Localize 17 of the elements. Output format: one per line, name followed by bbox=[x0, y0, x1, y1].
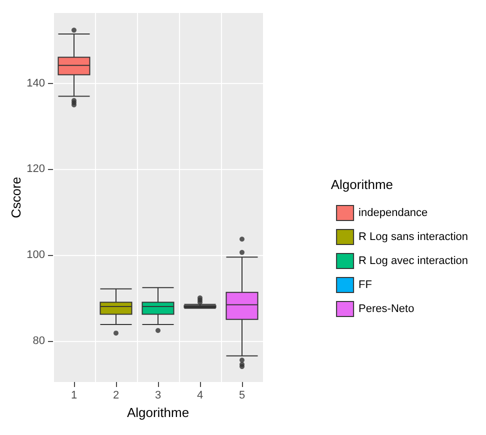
legend-label: R Log sans interaction bbox=[358, 231, 468, 243]
legend-label: R Log avec interaction bbox=[358, 255, 468, 267]
x-axis-title: Algorithme bbox=[126, 404, 190, 420]
legend-label: Peres-Neto bbox=[358, 303, 414, 315]
legend-title: Algorithme bbox=[330, 177, 394, 192]
y-tick-label: 140 bbox=[26, 77, 45, 90]
y-tick-label: 100 bbox=[26, 248, 45, 261]
y-tick-label: 120 bbox=[26, 163, 45, 176]
x-tick-label: 5 bbox=[238, 390, 246, 402]
x-tick-label: 4 bbox=[196, 390, 204, 402]
x-tick-label: 2 bbox=[112, 390, 120, 402]
x-tick-label: 3 bbox=[154, 390, 162, 402]
legend-label: FF bbox=[358, 279, 372, 291]
y-tick-label: 80 bbox=[32, 334, 45, 347]
x-tick-label: 1 bbox=[70, 390, 78, 402]
legend-label: independance bbox=[358, 207, 428, 219]
y-axis-title: Cscore bbox=[8, 176, 24, 218]
